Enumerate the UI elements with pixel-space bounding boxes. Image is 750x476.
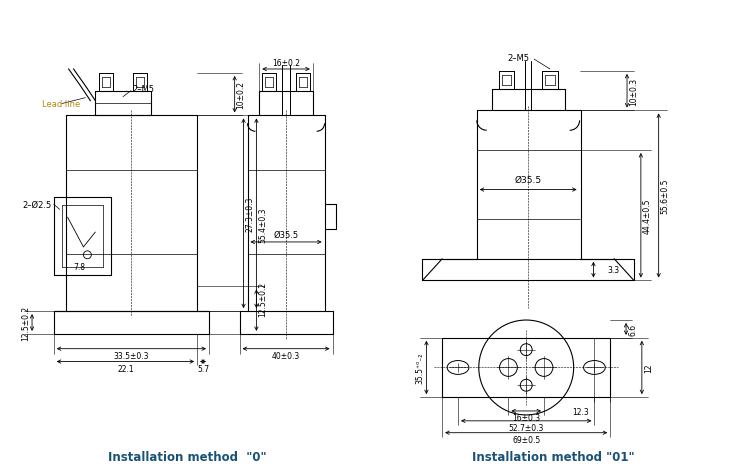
Text: 12: 12 [644,363,652,372]
Text: 12.5±0.2: 12.5±0.2 [21,305,30,340]
Text: 2–M5: 2–M5 [133,85,154,94]
Text: Ø35.5: Ø35.5 [274,230,298,239]
Text: 7.8: 7.8 [74,262,86,271]
Text: 40±0.3: 40±0.3 [272,351,300,360]
Text: 16±0.2: 16±0.2 [272,59,300,68]
Text: Installation method "01": Installation method "01" [472,450,634,463]
Text: 22.1: 22.1 [117,364,134,373]
Text: 27.3±0.3: 27.3±0.3 [245,196,254,231]
Text: 2–M5: 2–M5 [507,53,530,62]
Text: 5.7: 5.7 [197,364,209,373]
Text: Installation method  "0": Installation method "0" [108,450,266,463]
Text: 3.3: 3.3 [608,266,619,275]
Text: 10±0.2: 10±0.2 [237,81,246,109]
Text: Lead line: Lead line [42,100,80,109]
Text: 12.3: 12.3 [572,407,589,416]
Text: 10±0.3: 10±0.3 [629,78,638,106]
Text: 33.5±0.3: 33.5±0.3 [113,351,149,360]
Text: 55.4±0.3: 55.4±0.3 [258,208,267,243]
Text: 35.5⁺⁰₋₂: 35.5⁺⁰₋₂ [416,352,424,383]
Text: 69±0.5: 69±0.5 [512,435,540,444]
Text: 44.4±0.5: 44.4±0.5 [643,198,652,234]
Text: 12.5±0.2: 12.5±0.2 [258,282,267,317]
Text: 16±0.3: 16±0.3 [512,413,540,422]
Text: 55.6±0.5: 55.6±0.5 [661,178,670,214]
Text: Ø35.5: Ø35.5 [514,176,541,185]
Text: 2–Ø2.5: 2–Ø2.5 [22,200,52,209]
Text: 52.7±0.3: 52.7±0.3 [509,423,544,432]
Text: 6.6: 6.6 [628,323,637,335]
